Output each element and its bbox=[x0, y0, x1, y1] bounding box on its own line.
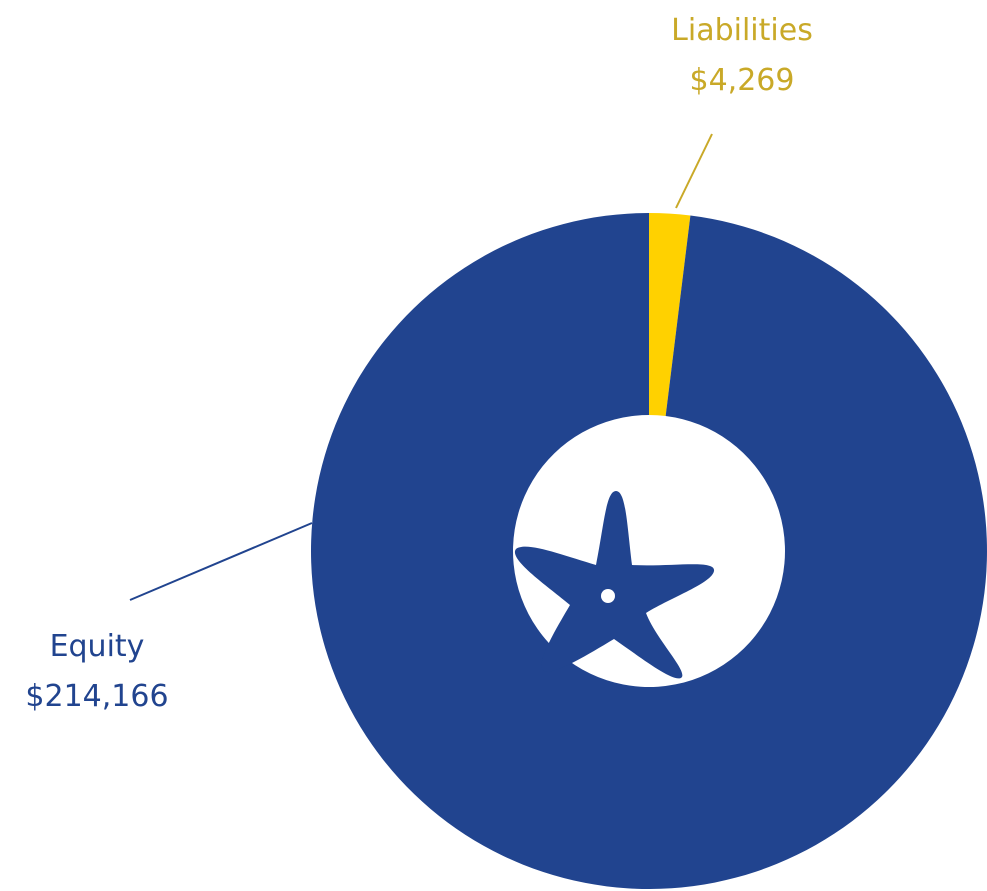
slice-value-liabilities: $4,269 bbox=[690, 63, 795, 98]
donut-slices bbox=[310, 213, 987, 889]
slice-label-liabilities: Liabilities bbox=[671, 13, 813, 48]
leader-line-equity bbox=[129, 522, 313, 601]
slice-label-equity: Equity bbox=[50, 629, 145, 664]
starfish-center-dot bbox=[601, 589, 615, 603]
slice-value-equity: $214,166 bbox=[25, 679, 168, 714]
donut-slice-equity bbox=[310, 213, 987, 889]
donut-slice-liabilities bbox=[649, 213, 691, 417]
starfish-icon bbox=[514, 491, 715, 679]
leader-line-liabilities bbox=[675, 133, 713, 209]
